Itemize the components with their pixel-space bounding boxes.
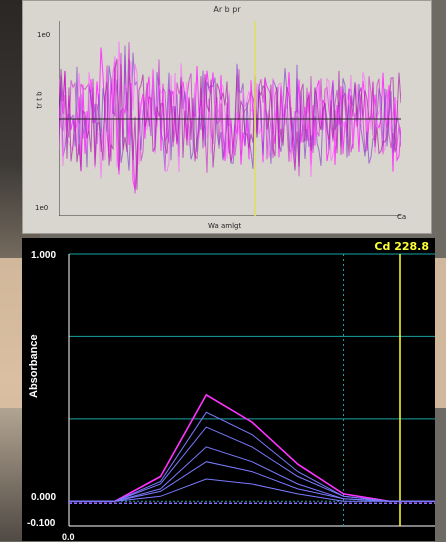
absorbance-plot	[68, 253, 435, 527]
noise-trace	[59, 41, 401, 179]
top-x-axis-label: Wa amlgt	[208, 222, 242, 230]
absorbance-series-line	[69, 393, 435, 503]
top-x-right-label: Ca	[397, 213, 407, 221]
x-tick-label-start: 0.0	[62, 532, 75, 542]
absorbance-series-line	[69, 461, 435, 502]
top-y-axis-label: tr t b	[35, 91, 44, 109]
absorbance-series-line	[69, 411, 435, 502]
top-noise-plot	[59, 21, 401, 216]
absorbance-series-line	[69, 478, 435, 502]
y-tick-label-zero: 0.000	[31, 492, 57, 503]
absorbance-series-line	[69, 446, 435, 502]
plot-grid	[68, 253, 435, 527]
element-wavelength-label: Cd 228.8	[374, 240, 429, 253]
top-spectrum-window: Ar b pr 1e0 tr t b 1e0 Wa amlgt Ca	[22, 0, 432, 234]
noise-trace	[59, 58, 401, 190]
top-y-min-label: 1e0	[35, 204, 49, 212]
top-chart-title: Ar b pr	[213, 5, 241, 14]
y-tick-label-top: 1.000	[31, 250, 57, 261]
absorbance-window: Cd 228.8 1.000 0.000 -0.100 0.0 Absorban…	[22, 238, 435, 542]
top-y-max-label: 1e0	[37, 31, 51, 39]
noise-traces	[59, 41, 401, 194]
absorbance-traces	[69, 393, 435, 505]
absorbance-series-line	[69, 426, 435, 502]
y-tick-label-bottom: -0.100	[27, 518, 56, 529]
